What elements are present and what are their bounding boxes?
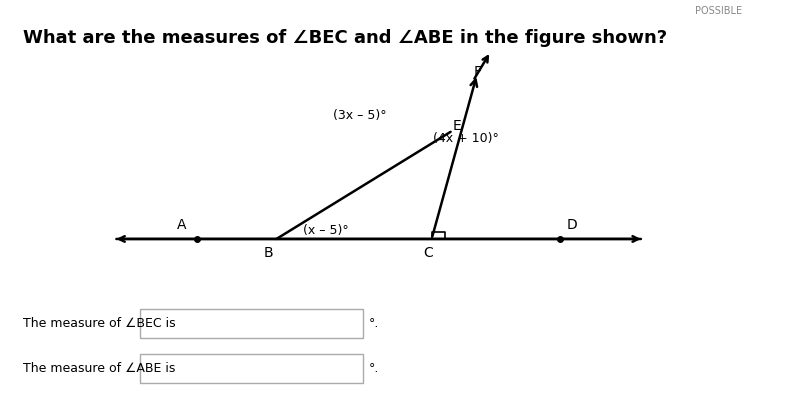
Text: (x – 5)°: (x – 5)° bbox=[302, 224, 349, 237]
Bar bbox=[140, 309, 363, 338]
Text: (4x + 10)°: (4x + 10)° bbox=[433, 131, 498, 145]
Text: What are the measures of ∠BEC and ∠ABE in the figure shown?: What are the measures of ∠BEC and ∠ABE i… bbox=[22, 29, 667, 47]
Text: The measure of ∠BEC is: The measure of ∠BEC is bbox=[22, 317, 175, 330]
Text: POSSIBLE: POSSIBLE bbox=[695, 6, 742, 16]
Text: °.: °. bbox=[369, 362, 379, 375]
Text: B: B bbox=[264, 246, 274, 260]
Text: A: A bbox=[177, 218, 186, 232]
Text: E: E bbox=[453, 119, 462, 133]
Text: The measure of ∠ABE is: The measure of ∠ABE is bbox=[22, 362, 175, 375]
Bar bbox=[140, 354, 363, 383]
Text: C: C bbox=[423, 246, 433, 260]
Text: F: F bbox=[474, 65, 482, 79]
Text: (3x – 5)°: (3x – 5)° bbox=[333, 109, 386, 122]
Text: D: D bbox=[566, 218, 577, 232]
Text: °.: °. bbox=[369, 317, 379, 330]
